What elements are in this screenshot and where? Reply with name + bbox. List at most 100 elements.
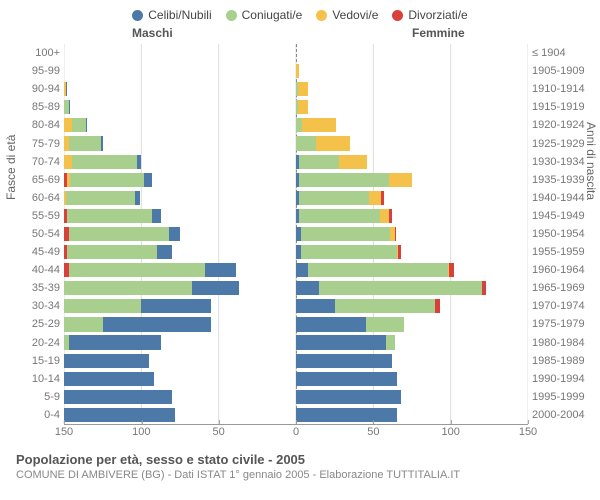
bar-segment [389,209,392,223]
bar-segment [72,155,137,169]
bar-segment [380,209,389,223]
female-bar [296,408,528,422]
female-bar [296,317,528,331]
female-bar [296,281,528,295]
bar-segment [103,317,211,331]
population-pyramid-chart: Celibi/Nubili Coniugati/e Vedovi/e Divorzia… [0,0,600,500]
bar-segment [296,263,308,277]
bar-segment [169,227,180,241]
legend: Celibi/Nubili Coniugati/e Vedovi/e Divorzia… [12,8,588,22]
data-rows: 100+≤ 190495-991905-190990-941910-191485… [64,44,528,424]
birth-year-label: 1905-1909 [532,65,588,77]
bar-segment [135,191,140,205]
bar-segment [137,155,142,169]
legend-label: Divorziati/e [408,8,467,22]
male-bar [64,335,296,349]
age-label: 100+ [16,47,60,59]
female-bar [296,155,528,169]
male-bar [64,100,296,114]
female-bar [296,46,528,60]
male-bar [64,263,296,277]
bar-segment [296,281,319,295]
age-label: 50-54 [16,228,60,240]
male-bar [64,372,296,386]
bar-segment [381,191,384,205]
age-label: 15-19 [16,355,60,367]
bar-segment [64,155,72,169]
bar-segment [192,281,238,295]
bar-segment [86,118,88,132]
bar-segment [298,82,309,96]
plot-area: 100+≤ 190495-991905-190990-941910-191485… [64,44,528,424]
bar-segment [296,64,299,78]
female-bar [296,390,528,404]
header-male: Maschi [132,26,173,40]
bar-segment [339,155,367,169]
bar-segment [66,191,136,205]
legend-swatch [132,10,143,21]
x-tick: 0 [293,426,299,438]
legend-item: Celibi/Nubili [132,8,211,22]
pyramid-row: 65-691935-1939 [64,171,528,189]
legend-label: Coniugati/e [242,8,303,22]
male-bar [64,281,296,295]
birth-year-label: 1995-1999 [532,391,588,403]
pyramid-row: 20-241980-1984 [64,334,528,352]
female-bar [296,354,528,368]
gender-headers: Maschi Femmine [12,26,588,44]
x-axis-line [64,424,528,425]
bar-segment [299,191,369,205]
bar-segment [296,299,335,313]
pyramid-row: 25-291975-1979 [64,315,528,333]
bar-segment [296,372,397,386]
male-bar [64,64,296,78]
bar-segment [398,245,401,259]
birth-year-label: 1910-1914 [532,83,588,95]
pyramid-row: 55-591945-1949 [64,207,528,225]
male-bar [64,155,296,169]
female-bar [296,100,528,114]
bar-segment [69,136,101,150]
bar-segment [296,317,366,331]
age-label: 25-29 [16,318,60,330]
age-label: 55-59 [16,210,60,222]
bar-segment [141,299,211,313]
x-tick: 150 [55,426,73,438]
age-label: 40-44 [16,264,60,276]
pyramid-row: 70-741930-1934 [64,153,528,171]
female-bar [296,372,528,386]
bar-segment [296,354,392,368]
pyramid-row: 5-91995-1999 [64,388,528,406]
age-label: 10-14 [16,373,60,385]
bar-segment [299,173,389,187]
legend-swatch [392,10,403,21]
birth-year-label: 1930-1934 [532,156,588,168]
birth-year-label: 1950-1954 [532,228,588,240]
x-tick: 100 [132,426,150,438]
bar-segment [64,281,192,295]
male-bar [64,354,296,368]
birth-year-label: 2000-2004 [532,409,588,421]
legend-item: Divorziati/e [392,8,467,22]
age-label: 65-69 [16,174,60,186]
age-label: 45-49 [16,246,60,258]
birth-year-label: 1955-1959 [532,246,588,258]
legend-label: Vedovi/e [332,8,378,22]
age-label: 75-79 [16,138,60,150]
bar-segment [101,136,103,150]
birth-year-label: 1980-1984 [532,337,588,349]
male-bar [64,46,296,60]
female-bar [296,191,528,205]
age-label: 95-99 [16,65,60,77]
chart-subtitle: COMUNE DI AMBIVERE (BG) - Dati ISTAT 1° … [16,469,584,481]
male-bar [64,317,296,331]
birth-year-label: 1935-1939 [532,174,588,186]
bar-segment [296,390,401,404]
bar-segment [72,118,86,132]
age-label: 85-89 [16,101,60,113]
x-tick: 50 [213,426,225,438]
bar-segment [435,299,440,313]
header-female: Femmine [412,26,465,40]
birth-year-label: 1960-1964 [532,264,588,276]
bar-segment [386,335,395,349]
